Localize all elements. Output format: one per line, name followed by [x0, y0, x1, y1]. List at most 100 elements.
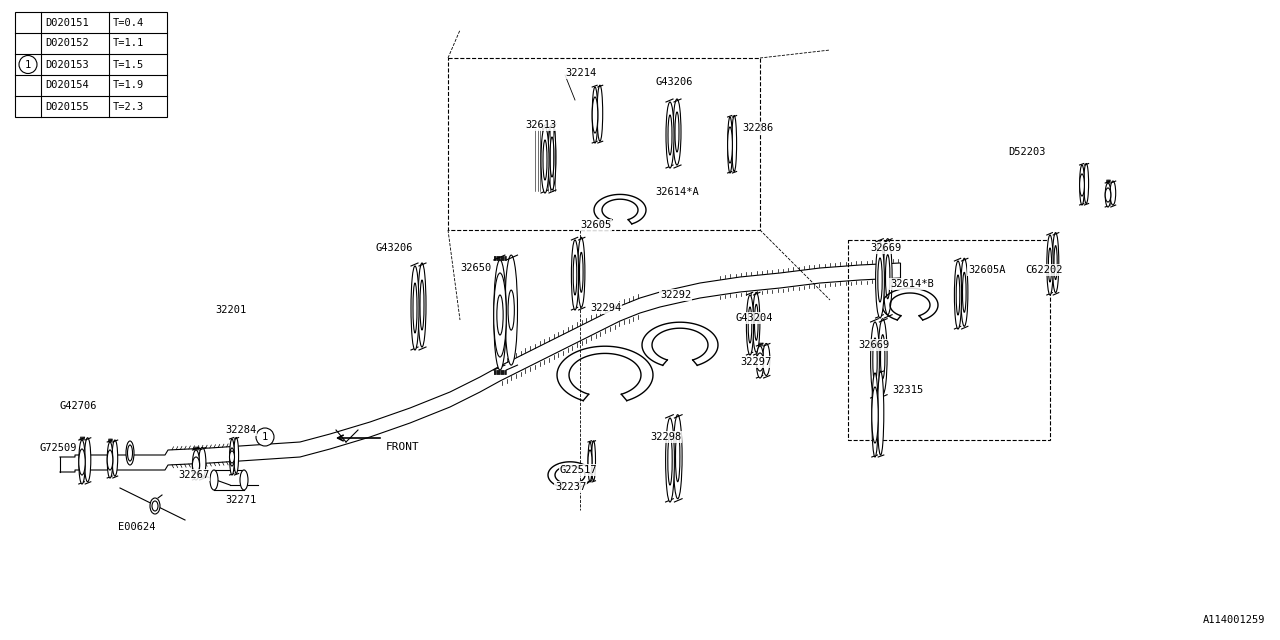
Text: 32284: 32284: [225, 425, 256, 435]
Text: 32292: 32292: [660, 290, 691, 300]
Text: 32267: 32267: [178, 470, 209, 480]
Text: G43206: G43206: [375, 243, 412, 253]
Text: 32605A: 32605A: [968, 265, 1006, 275]
Ellipse shape: [1079, 165, 1084, 205]
Ellipse shape: [878, 258, 882, 302]
Ellipse shape: [756, 353, 764, 371]
Text: D020151: D020151: [45, 17, 88, 28]
Ellipse shape: [192, 450, 200, 480]
Ellipse shape: [229, 439, 234, 475]
Ellipse shape: [956, 275, 960, 315]
Ellipse shape: [593, 87, 598, 143]
Circle shape: [19, 56, 37, 74]
Ellipse shape: [419, 263, 426, 347]
Ellipse shape: [84, 438, 91, 482]
Text: 1: 1: [262, 432, 268, 442]
Text: 32286: 32286: [742, 123, 773, 133]
Ellipse shape: [150, 498, 160, 514]
Ellipse shape: [541, 127, 549, 193]
Ellipse shape: [79, 440, 86, 484]
Ellipse shape: [668, 435, 672, 485]
Ellipse shape: [234, 438, 238, 474]
Ellipse shape: [676, 432, 680, 482]
Ellipse shape: [494, 260, 507, 370]
Ellipse shape: [229, 451, 234, 463]
Text: 32613: 32613: [525, 120, 557, 130]
Text: C62202: C62202: [1025, 265, 1062, 275]
Ellipse shape: [756, 346, 764, 378]
Ellipse shape: [1110, 181, 1116, 205]
Text: D020155: D020155: [45, 102, 88, 111]
Ellipse shape: [963, 272, 966, 312]
Ellipse shape: [550, 137, 554, 177]
Ellipse shape: [79, 449, 86, 475]
Ellipse shape: [1079, 174, 1084, 196]
Ellipse shape: [571, 240, 579, 310]
Text: 1: 1: [24, 60, 31, 70]
Ellipse shape: [588, 450, 591, 474]
Text: 32614*B: 32614*B: [890, 279, 933, 289]
Ellipse shape: [883, 239, 892, 315]
Text: 32605: 32605: [580, 220, 612, 230]
Ellipse shape: [411, 266, 419, 350]
Ellipse shape: [241, 470, 248, 490]
Ellipse shape: [673, 415, 682, 499]
Text: D52203: D52203: [1009, 147, 1046, 157]
Text: T=1.1: T=1.1: [113, 38, 145, 49]
Text: G72509: G72509: [40, 443, 78, 453]
Text: 32214: 32214: [564, 68, 596, 78]
Text: 32294: 32294: [590, 303, 621, 313]
Ellipse shape: [596, 85, 603, 141]
Ellipse shape: [753, 292, 760, 352]
Ellipse shape: [732, 115, 736, 172]
Ellipse shape: [870, 322, 879, 398]
Polygon shape: [60, 263, 900, 472]
Ellipse shape: [152, 501, 157, 511]
Text: D020152: D020152: [45, 38, 88, 49]
Ellipse shape: [872, 373, 878, 457]
Text: T=0.4: T=0.4: [113, 17, 145, 28]
Text: T=2.3: T=2.3: [113, 102, 145, 111]
Text: 32669: 32669: [858, 340, 890, 350]
Ellipse shape: [763, 344, 769, 376]
Ellipse shape: [878, 319, 887, 395]
Ellipse shape: [494, 273, 507, 357]
Ellipse shape: [666, 418, 675, 502]
Text: 32201: 32201: [215, 305, 246, 315]
Ellipse shape: [873, 338, 877, 382]
Text: D020153: D020153: [45, 60, 88, 70]
Ellipse shape: [877, 371, 883, 455]
Text: 32298: 32298: [650, 432, 681, 442]
Ellipse shape: [108, 442, 113, 478]
Circle shape: [256, 428, 274, 446]
Ellipse shape: [749, 307, 751, 343]
Bar: [849, 240, 1050, 440]
Text: G43206: G43206: [655, 77, 692, 87]
Ellipse shape: [1084, 163, 1088, 204]
Ellipse shape: [113, 440, 118, 476]
Ellipse shape: [543, 140, 547, 180]
Text: 32237: 32237: [556, 482, 586, 492]
Ellipse shape: [504, 255, 517, 365]
Bar: [448, 58, 760, 230]
Text: FRONT: FRONT: [387, 442, 420, 452]
Text: 32297: 32297: [740, 357, 772, 367]
Ellipse shape: [128, 445, 133, 461]
Ellipse shape: [108, 450, 113, 470]
Ellipse shape: [420, 280, 424, 330]
Ellipse shape: [1052, 232, 1059, 292]
Ellipse shape: [881, 335, 884, 379]
Ellipse shape: [668, 115, 672, 155]
Ellipse shape: [1048, 248, 1052, 282]
Text: 32650: 32650: [460, 263, 492, 273]
Ellipse shape: [1047, 235, 1053, 295]
Ellipse shape: [229, 448, 234, 466]
Text: G22517: G22517: [561, 465, 598, 475]
Ellipse shape: [1105, 188, 1111, 202]
Text: 32669: 32669: [870, 243, 901, 253]
Ellipse shape: [548, 124, 556, 190]
Ellipse shape: [497, 295, 503, 335]
Ellipse shape: [593, 97, 598, 133]
Ellipse shape: [1105, 183, 1111, 207]
Ellipse shape: [573, 255, 577, 295]
